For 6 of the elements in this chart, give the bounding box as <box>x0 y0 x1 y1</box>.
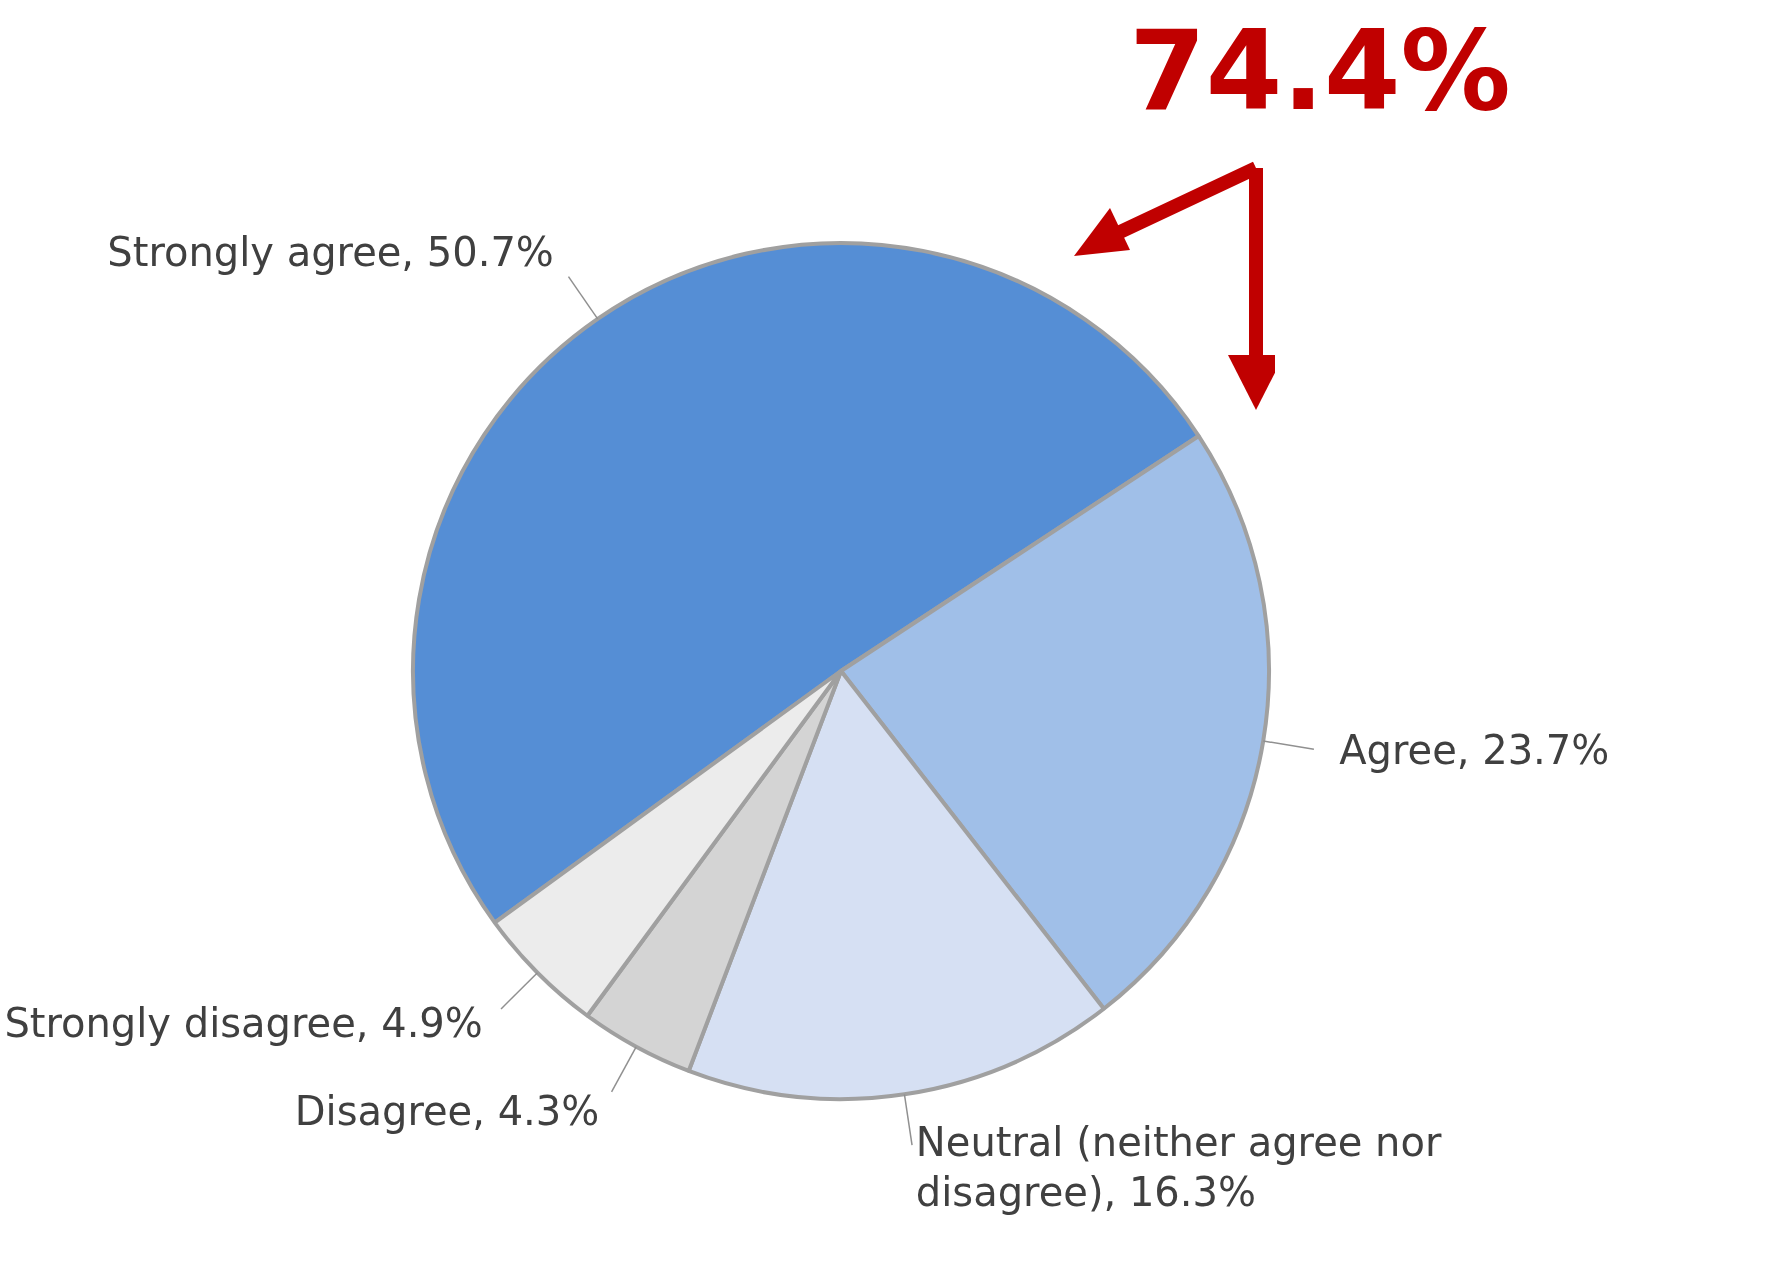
text: 74.4% <box>1129 6 1511 135</box>
slice-label: Strongly agree, 50.7% <box>107 228 554 275</box>
slice-label: Strongly disagree, 4.9% <box>4 1000 483 1047</box>
slice-label: Agree, 23.7% <box>1339 726 1610 773</box>
slice-label: Neutral (neither agree nor disagree), 16.3% <box>915 1118 1442 1215</box>
slice-label: Disagree, 4.3% <box>294 1087 600 1134</box>
